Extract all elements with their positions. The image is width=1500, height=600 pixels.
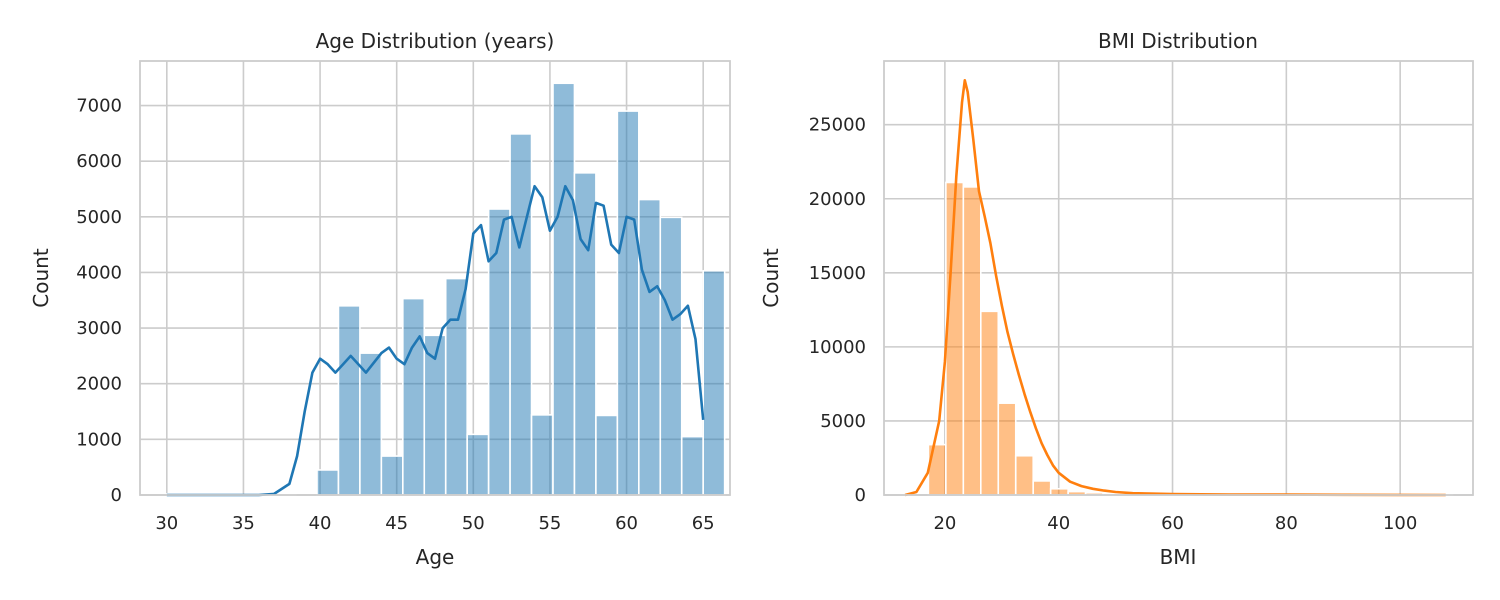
y-tick-label: 20000 bbox=[809, 189, 866, 210]
x-tick-label: 80 bbox=[1275, 513, 1298, 534]
x-tick-label: 50 bbox=[462, 513, 485, 534]
y-axis-label: Count bbox=[759, 248, 783, 308]
x-tick-label: 100 bbox=[1383, 513, 1417, 534]
histogram-bar bbox=[945, 181, 965, 496]
y-tick-label: 5000 bbox=[820, 411, 866, 432]
chart-title: BMI Distribution bbox=[1098, 29, 1258, 53]
x-tick-label: 40 bbox=[309, 513, 332, 534]
kde-curve bbox=[904, 79, 1446, 497]
y-tick-label: 4000 bbox=[76, 262, 122, 283]
y-tick-label: 3000 bbox=[76, 318, 122, 339]
histogram-bar bbox=[595, 414, 619, 496]
y-tick-label: 6000 bbox=[76, 151, 122, 172]
histogram-bar bbox=[1032, 480, 1052, 496]
plot-frame bbox=[883, 60, 1474, 496]
x-axis-label: Age bbox=[416, 545, 455, 569]
y-tick-label: 10000 bbox=[809, 337, 866, 358]
histogram-bar bbox=[509, 133, 533, 496]
x-tick-label: 65 bbox=[692, 513, 715, 534]
histogram-bar bbox=[1014, 454, 1035, 496]
bmi-distribution-chart: BMI Distribution BMI Count 20 40 60 80 100 0… bbox=[759, 29, 1474, 569]
x-tick-label: 20 bbox=[933, 513, 956, 534]
histogram-bar bbox=[337, 305, 361, 496]
x-tick-label: 60 bbox=[1161, 513, 1184, 534]
histogram-bar bbox=[359, 352, 383, 496]
histogram-bar bbox=[402, 297, 426, 496]
chart-title: Age Distribution (years) bbox=[316, 29, 555, 53]
histogram-bar bbox=[530, 414, 554, 496]
histogram-bar bbox=[380, 455, 404, 496]
y-tick-label: 0 bbox=[111, 485, 122, 506]
y-tick-label: 25000 bbox=[809, 115, 866, 136]
y-tick-label: 5000 bbox=[76, 207, 122, 228]
histogram-bar bbox=[638, 198, 662, 496]
histogram-bar bbox=[980, 310, 1000, 496]
y-tick-label: 2000 bbox=[76, 374, 122, 395]
y-tick-label: 1000 bbox=[76, 429, 122, 450]
y-tick-label: 7000 bbox=[76, 96, 122, 117]
histogram-bar bbox=[466, 433, 490, 496]
histogram-bar bbox=[702, 269, 726, 496]
histogram-bar bbox=[997, 402, 1017, 496]
y-tick-label: 15000 bbox=[809, 263, 866, 284]
kde-curve bbox=[166, 184, 705, 497]
x-tick-label: 60 bbox=[615, 513, 638, 534]
age-distribution-chart: Age Distribution (years) Age Count 30 35 4… bbox=[29, 29, 731, 569]
x-tick-label: 55 bbox=[538, 513, 561, 534]
plot-frame bbox=[139, 60, 731, 496]
histogram-bar bbox=[616, 110, 640, 496]
x-axis-label: BMI bbox=[1160, 545, 1197, 569]
histogram-bar bbox=[316, 469, 340, 496]
x-tick-label: 35 bbox=[232, 513, 255, 534]
histogram-bar bbox=[444, 277, 468, 496]
histogram-bar bbox=[680, 435, 704, 496]
histogram-bar bbox=[659, 216, 683, 496]
x-tick-label: 30 bbox=[155, 513, 178, 534]
histogram-bar bbox=[1049, 487, 1069, 496]
x-tick-label: 45 bbox=[385, 513, 408, 534]
histogram-bar bbox=[487, 208, 511, 496]
histogram-bar bbox=[552, 82, 576, 496]
x-tick-label: 40 bbox=[1047, 513, 1070, 534]
histogram-bar bbox=[962, 186, 982, 496]
y-axis-label: Count bbox=[29, 248, 53, 308]
y-tick-label: 0 bbox=[855, 485, 866, 506]
